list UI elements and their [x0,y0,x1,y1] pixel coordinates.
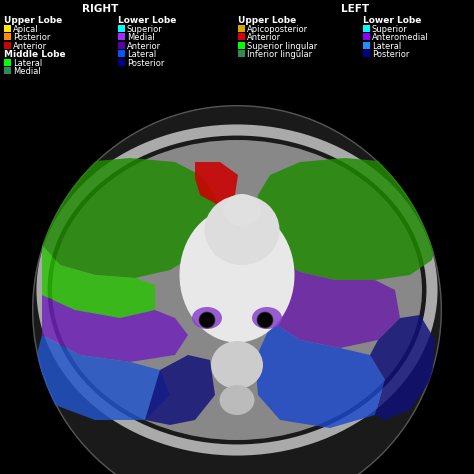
FancyBboxPatch shape [118,50,125,57]
FancyBboxPatch shape [4,25,11,31]
Polygon shape [42,158,220,278]
FancyBboxPatch shape [363,33,370,40]
FancyBboxPatch shape [363,50,370,57]
Text: Posterior: Posterior [13,33,50,42]
FancyBboxPatch shape [363,25,370,31]
Ellipse shape [252,307,282,329]
Text: Lateral: Lateral [372,42,401,51]
FancyBboxPatch shape [4,58,11,65]
FancyBboxPatch shape [238,42,245,48]
Text: Upper Lobe: Upper Lobe [4,16,62,25]
FancyBboxPatch shape [118,42,125,48]
Text: Posterior: Posterior [127,58,164,67]
Text: Superior: Superior [372,25,408,34]
Text: LEFT: LEFT [341,4,369,14]
FancyBboxPatch shape [238,25,245,31]
Text: Medial: Medial [13,67,41,76]
Polygon shape [42,245,155,318]
Polygon shape [42,295,188,362]
FancyBboxPatch shape [238,50,245,57]
Text: Lower Lobe: Lower Lobe [363,16,421,25]
Text: RIGHT: RIGHT [82,4,118,14]
Ellipse shape [211,341,263,389]
FancyBboxPatch shape [4,42,11,48]
Text: Middle Lobe: Middle Lobe [4,50,65,59]
Polygon shape [255,322,385,428]
Text: Upper Lobe: Upper Lobe [238,16,296,25]
Circle shape [199,312,215,328]
Text: Apical: Apical [13,25,38,34]
Ellipse shape [180,208,294,343]
Text: Anteromedial: Anteromedial [372,33,429,42]
Polygon shape [255,158,438,280]
Text: Apicoposterior: Apicoposterior [247,25,308,34]
Ellipse shape [204,195,280,265]
Circle shape [257,312,273,328]
Ellipse shape [223,194,261,226]
Ellipse shape [52,140,422,440]
FancyBboxPatch shape [363,42,370,48]
FancyBboxPatch shape [238,33,245,40]
Circle shape [32,105,442,474]
Text: Superior: Superior [127,25,163,34]
Polygon shape [195,162,238,205]
Text: Medial: Medial [127,33,155,42]
Text: Anterior: Anterior [127,42,161,51]
Text: Lateral: Lateral [13,58,42,67]
Polygon shape [262,252,400,348]
Text: Lower Lobe: Lower Lobe [118,16,176,25]
Ellipse shape [192,307,222,329]
Polygon shape [145,355,215,425]
Polygon shape [370,315,435,420]
Text: Inferior lingular: Inferior lingular [247,50,312,59]
Polygon shape [38,335,170,420]
Text: Anterior: Anterior [13,42,47,51]
FancyBboxPatch shape [118,58,125,65]
FancyBboxPatch shape [118,33,125,40]
FancyBboxPatch shape [118,25,125,31]
FancyBboxPatch shape [4,33,11,40]
FancyBboxPatch shape [4,67,11,74]
Ellipse shape [219,385,255,415]
Text: Posterior: Posterior [372,50,410,59]
Text: Superior lingular: Superior lingular [247,42,317,51]
Text: Anterior: Anterior [247,33,281,42]
Text: Lateral: Lateral [127,50,156,59]
